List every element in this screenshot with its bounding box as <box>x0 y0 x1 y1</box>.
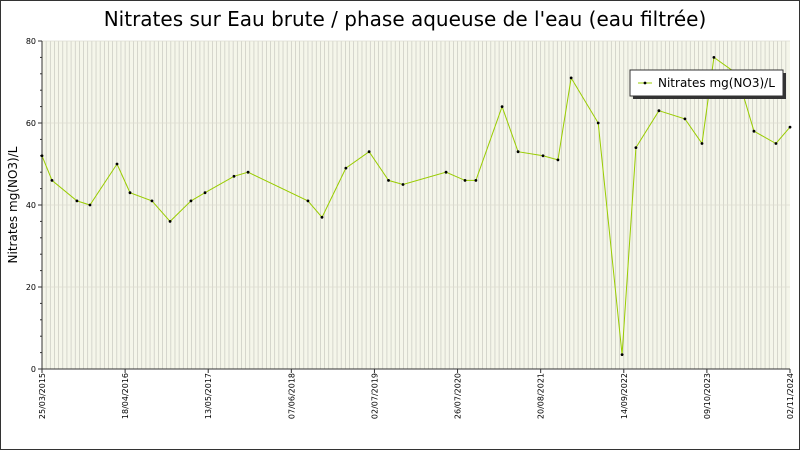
point <box>344 166 348 170</box>
point <box>75 199 79 203</box>
point <box>189 199 193 203</box>
point <box>683 117 687 121</box>
y-tick-label: 20 <box>26 283 36 292</box>
legend-marker <box>643 81 647 85</box>
chart-title: Nitrates sur Eau brute / phase aqueuse d… <box>104 7 707 31</box>
y-tick-label: 40 <box>26 201 36 210</box>
point <box>657 109 661 113</box>
point <box>320 215 324 219</box>
y-tick-label: 80 <box>26 37 36 46</box>
x-tick-label: 20/08/2021 <box>537 373 546 419</box>
x-tick-label: 02/07/2019 <box>370 373 379 419</box>
point <box>500 105 504 108</box>
y-tick-label: 0 <box>31 365 36 374</box>
point <box>306 199 310 203</box>
point <box>115 162 119 166</box>
y-axis-label: Nitrates mg(NO3)/L <box>6 146 20 263</box>
y-tick-label: 60 <box>26 119 36 128</box>
point <box>788 125 792 129</box>
x-tick-label: 18/04/2016 <box>121 373 130 419</box>
point <box>463 179 467 182</box>
point <box>444 170 448 174</box>
x-tick-label: 14/09/2022 <box>620 373 629 419</box>
point <box>401 183 405 186</box>
point <box>516 150 520 154</box>
legend <box>629 69 784 97</box>
point <box>246 170 250 174</box>
point <box>50 179 54 182</box>
point <box>387 179 390 182</box>
point <box>700 142 704 145</box>
x-tick-label: 09/10/2023 <box>703 373 712 419</box>
point <box>774 142 778 145</box>
point <box>150 199 154 203</box>
point <box>474 179 478 182</box>
point <box>712 56 716 59</box>
x-tick-label: 26/07/2020 <box>454 373 463 419</box>
point <box>556 158 560 162</box>
x-tick-label: 02/11/2024 <box>786 373 795 419</box>
point <box>367 150 371 154</box>
x-tick-label: 25/03/2015 <box>38 373 47 419</box>
point <box>596 121 600 125</box>
x-tick-label: 13/05/2017 <box>204 373 213 419</box>
x-tick-label: 07/06/2018 <box>287 373 296 419</box>
point <box>40 154 44 158</box>
point <box>128 191 132 195</box>
point <box>88 203 92 207</box>
point <box>203 191 207 195</box>
point <box>232 174 236 178</box>
point <box>541 154 545 158</box>
point <box>168 220 172 223</box>
point <box>634 146 638 150</box>
point <box>752 129 756 133</box>
legend-label: Nitrates mg(NO3)/L <box>658 76 775 90</box>
point <box>620 353 624 357</box>
point <box>569 76 573 80</box>
